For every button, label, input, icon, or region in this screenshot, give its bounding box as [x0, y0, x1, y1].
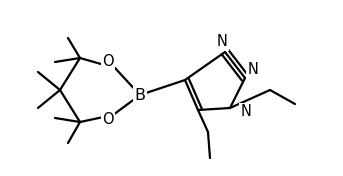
- Text: B: B: [134, 87, 145, 102]
- Text: N: N: [216, 34, 227, 49]
- Text: N: N: [240, 105, 251, 120]
- Text: N: N: [248, 62, 258, 77]
- Text: O: O: [102, 55, 114, 70]
- Text: O: O: [102, 112, 114, 127]
